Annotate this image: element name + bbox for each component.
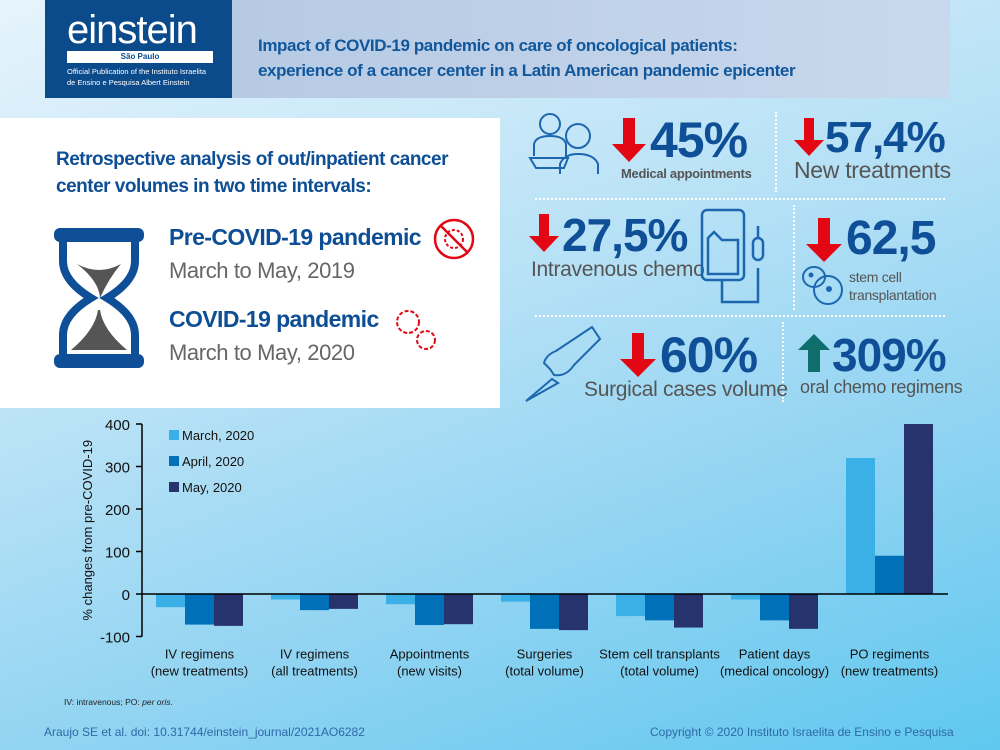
bar-may-2020 (674, 594, 703, 628)
y-tick-label: 100 (105, 545, 130, 562)
covid-dates: March to May, 2020 (169, 340, 355, 365)
legend-swatch (169, 456, 179, 466)
no-virus-icon (433, 218, 475, 260)
bar-march-2020 (501, 594, 530, 602)
down-arrow-icon (620, 333, 656, 377)
bar-may-2020 (329, 594, 358, 609)
einstein-logo: einstein São Paulo Official Publication … (45, 0, 232, 98)
x-category-label: Surgeries (517, 647, 573, 662)
legend-label: April, 2020 (182, 454, 244, 469)
stat-oral-chemo-value: 309% (832, 329, 947, 381)
bar-april-2020 (415, 594, 444, 626)
virus-icon (396, 310, 436, 350)
stat-stem-cell-label: stem cell transplantation (849, 269, 937, 303)
intro-panel: Retrospective analysis of out/inpatient … (0, 118, 500, 408)
legend-swatch (169, 482, 179, 492)
bar-march-2020 (271, 594, 300, 600)
bar-march-2020 (846, 458, 875, 594)
x-category-label: (total volume) (620, 664, 699, 679)
bar-may-2020 (214, 594, 243, 626)
page-title: Impact of COVID-19 pandemic on care of o… (258, 36, 796, 80)
down-arrow-icon (794, 118, 824, 156)
bar-march-2020 (156, 594, 185, 608)
y-tick-label: 400 (105, 417, 130, 434)
bar-april-2020 (530, 594, 559, 629)
x-category-label: Stem cell transplants (599, 647, 720, 662)
logo-publication: Official Publication of the Instituto Is… (67, 67, 207, 87)
x-category-label: (new treatments) (151, 664, 249, 679)
x-category-label: (medical oncology) (720, 664, 829, 679)
bar-march-2020 (731, 594, 760, 600)
bar-march-2020 (616, 594, 645, 617)
y-tick-label: 200 (105, 502, 130, 519)
stat-new-treatments-value: 57,4% (825, 113, 946, 162)
intro-heading: Retrospective analysis of out/inpatient … (56, 149, 448, 197)
stat-appointments-label: Medical appointments (621, 166, 752, 181)
legend-label: May, 2020 (182, 480, 242, 495)
bar-april-2020 (645, 594, 674, 621)
y-tick-label: 300 (105, 460, 130, 477)
bar-april-2020 (875, 555, 904, 594)
x-category-label: (total volume) (505, 664, 584, 679)
bar-april-2020 (185, 594, 214, 625)
covid-label: COVID-19 pandemic (169, 306, 379, 332)
down-arrow-icon (806, 218, 842, 262)
citation: Araujo SE et al. doi: 10.31744/einstein_… (44, 725, 365, 739)
x-category-label: IV regimens (280, 647, 350, 662)
title-banner: Impact of COVID-19 pandemic on care of o… (232, 0, 950, 98)
abbreviation-note: IV: intravenous; PO: per oris. (64, 697, 173, 707)
stat-oral-chemo-label: oral chemo regimens (800, 377, 963, 397)
x-category-label: (all treatments) (271, 664, 358, 679)
down-arrow-icon (612, 118, 646, 162)
copyright: Copyright © 2020 Instituto Israelita de … (650, 725, 954, 739)
x-category-label: Patient days (739, 647, 811, 662)
scalpel-hand-icon (525, 325, 602, 402)
bar-may-2020 (444, 594, 473, 625)
x-category-label: (new visits) (397, 664, 462, 679)
stat-iv-chemo-value: 27,5% (562, 209, 688, 261)
stat-stem-cell-value: 62,5 (846, 212, 936, 265)
legend-swatch (169, 430, 179, 440)
bar-march-2020 (386, 594, 415, 605)
bar-may-2020 (559, 594, 588, 631)
y-tick-label: 0 (122, 587, 130, 604)
pre-covid-label: Pre-COVID-19 pandemic (169, 224, 422, 250)
stat-iv-chemo-label: Intravenous chemo (531, 258, 705, 281)
logo-city: São Paulo (67, 51, 213, 63)
legend-label: March, 2020 (182, 428, 254, 443)
bar-april-2020 (300, 594, 329, 611)
volume-change-bar-chart: 400 300 200 100 0 -100 % changes from pre-COVI… (80, 417, 948, 679)
hourglass-icon (54, 228, 144, 368)
pre-covid-dates: March to May, 2019 (169, 258, 355, 283)
bar-april-2020 (760, 594, 789, 621)
stat-appointments-value: 45% (650, 112, 748, 168)
logo-word: einstein (67, 8, 198, 52)
iv-bag-icon (700, 208, 765, 304)
down-arrow-icon (529, 214, 559, 252)
y-axis-label: % changes from pre-COVID-19 (80, 440, 95, 621)
bar-may-2020 (789, 594, 818, 629)
stat-surgical-label: Surgical cases volume (584, 378, 788, 401)
bar-may-2020 (904, 424, 933, 594)
up-arrow-icon (798, 334, 830, 372)
x-category-label: Appointments (390, 647, 470, 662)
stat-surgical-value: 60% (660, 327, 758, 383)
x-category-label: IV regimens (165, 647, 235, 662)
stat-new-treatments-label: New treatments (794, 157, 951, 183)
x-category-label: PO regiments (850, 647, 930, 662)
cells-icon (802, 266, 843, 305)
doctor-patient-icon (528, 113, 599, 174)
y-tick-label: -100 (100, 630, 130, 647)
x-category-label: (new treatments) (841, 664, 939, 679)
